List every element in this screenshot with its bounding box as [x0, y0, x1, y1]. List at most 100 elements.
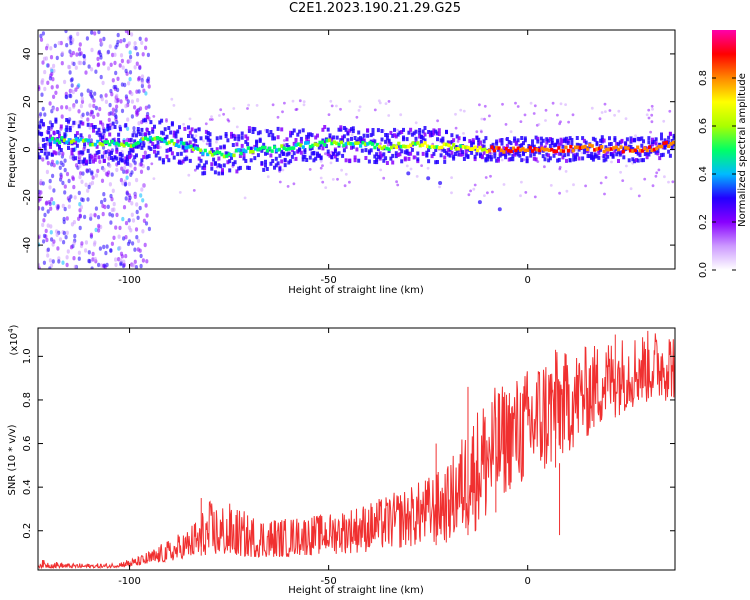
spectrogram-noise-cell: [126, 117, 130, 122]
spectrogram-noise-cell: [121, 263, 126, 269]
spectrogram-band-cell: [436, 131, 439, 136]
spectrogram-band-cell: [204, 129, 208, 134]
spectrogram-tail-cell: [426, 176, 431, 181]
spectrogram-noise-cell: [647, 116, 651, 120]
spectrogram-ridge-cell: [363, 142, 367, 146]
spectrogram-noise-cell: [46, 160, 50, 166]
spectrogram-noise-cell: [124, 253, 128, 259]
spectrogram-noise-cell: [399, 113, 403, 117]
spectrogram-noise-cell: [114, 257, 118, 262]
spectrogram-band-cell: [231, 161, 235, 166]
spectrogram-band-cell: [425, 152, 429, 157]
spectrogram-band-cell: [473, 154, 477, 159]
spectrogram-ridge-cell: [153, 136, 157, 141]
spectrogram-noise-cell: [143, 150, 147, 155]
spectrogram-noise-cell: [43, 86, 47, 92]
spectrogram-ridge-cell: [327, 138, 332, 143]
spectrogram-noise-cell: [454, 126, 458, 130]
spectrogram-band-cell: [56, 142, 60, 147]
spectrogram-noise-cell: [140, 80, 144, 85]
spectrogram-x-tick-label: -50: [320, 275, 336, 286]
spectrogram-noise-cell: [94, 173, 99, 178]
spectrogram-ridge-cell: [574, 145, 578, 150]
spectrogram-noise-cell: [115, 212, 119, 218]
spectrogram-noise-cell: [109, 248, 113, 253]
spectrogram-band-cell: [280, 149, 284, 154]
spectrogram-noise-cell: [142, 88, 146, 93]
spectrogram-band-cell: [337, 127, 341, 132]
spectrogram-band-cell: [484, 136, 488, 141]
spectrogram-noise-cell: [146, 52, 150, 58]
spectrogram-band-cell: [668, 153, 672, 158]
spectrogram-band-cell: [341, 135, 345, 140]
spectrogram-ridge-cell: [657, 144, 661, 149]
spectrogram-noise-cell: [378, 101, 382, 105]
spectrogram-band-cell: [441, 147, 445, 152]
spectrogram-ridge-cell: [206, 152, 210, 157]
spectrogram-noise-cell: [514, 101, 517, 105]
spectrogram-band-cell: [647, 140, 651, 145]
spectrogram-ridge-cell: [134, 142, 138, 146]
spectrogram-band-cell: [63, 140, 67, 145]
spectrogram-band-cell: [423, 132, 427, 137]
spectrogram-noise-cell: [128, 195, 132, 200]
spectrogram-noise-cell: [134, 46, 138, 51]
spectrogram-band-cell: [321, 127, 325, 132]
spectrogram-band-cell: [600, 139, 604, 144]
spectrogram-noise-cell: [144, 221, 149, 226]
spectrogram-band-cell: [253, 144, 257, 149]
spectrogram-band-cell: [238, 154, 242, 158]
spectrogram-noise-cell: [319, 176, 323, 180]
spectrogram-band-cell: [403, 150, 407, 155]
spectrogram-band-cell: [45, 136, 49, 141]
spectrogram-noise-cell: [77, 83, 81, 88]
spectrogram-noise-cell: [122, 38, 126, 43]
spectrogram-noise-cell: [182, 122, 186, 126]
spectrogram-band-cell: [310, 151, 314, 156]
spectrogram-noise-cell: [559, 120, 562, 124]
spectrogram-noise-cell: [650, 113, 654, 117]
spectrogram-ridge-cell: [148, 135, 152, 140]
spectrogram-noise-cell: [110, 92, 114, 97]
spectrogram-band-cell: [597, 155, 601, 160]
spectrogram-ridge-cell: [562, 149, 566, 153]
spectrogram-ridge-cell: [318, 140, 322, 145]
spectrogram-ridge-cell: [311, 143, 315, 148]
spectrogram-ridge-cell: [552, 149, 556, 154]
spectrogram-noise-cell: [145, 259, 149, 264]
spectrogram-noise-cell: [357, 109, 361, 112]
spectrogram-noise-cell: [144, 105, 148, 111]
spectrogram-band-cell: [147, 154, 151, 159]
spectrogram-noise-cell: [165, 119, 168, 123]
spectrogram-band-cell: [312, 158, 316, 163]
spectrogram-ridge-cell: [194, 146, 198, 150]
spectrogram-ridge-cell: [554, 149, 559, 153]
spectrogram-band-cell: [342, 148, 346, 153]
spectrogram-noise-cell: [90, 67, 94, 72]
spectrogram-noise-cell: [118, 245, 122, 251]
spectrogram-noise-cell: [141, 183, 146, 188]
spectrogram-band-cell: [271, 133, 275, 138]
spectrogram-band-cell: [602, 158, 606, 163]
spectrogram-noise-cell: [53, 43, 57, 48]
spectrogram-noise-cell: [83, 214, 87, 220]
spectrogram-ridge-cell: [253, 147, 258, 151]
spectrogram-noise-cell: [319, 160, 323, 163]
spectrogram-noise-cell: [110, 213, 115, 218]
spectrogram-band-cell: [414, 136, 418, 141]
spectrogram-noise-cell: [130, 201, 134, 206]
spectrogram-band-cell: [102, 158, 106, 163]
spectrogram-ridge-cell: [160, 137, 164, 142]
spectrogram-noise-cell: [50, 197, 54, 202]
spectrogram-band-cell: [462, 136, 466, 141]
spectrogram-noise-cell: [501, 102, 504, 106]
spectrogram-noise-cell: [90, 30, 94, 35]
spectrogram-noise-cell: [208, 118, 212, 121]
spectrogram-band-cell: [301, 128, 305, 133]
spectrogram-band-cell: [522, 152, 525, 157]
spectrogram-noise-cell: [74, 87, 78, 92]
spectrogram-noise-cell: [456, 140, 460, 143]
spectrogram-band-cell: [75, 131, 79, 136]
spectrogram-x-tick-label: 0: [525, 275, 531, 286]
spectrogram-noise-cell: [283, 101, 286, 105]
